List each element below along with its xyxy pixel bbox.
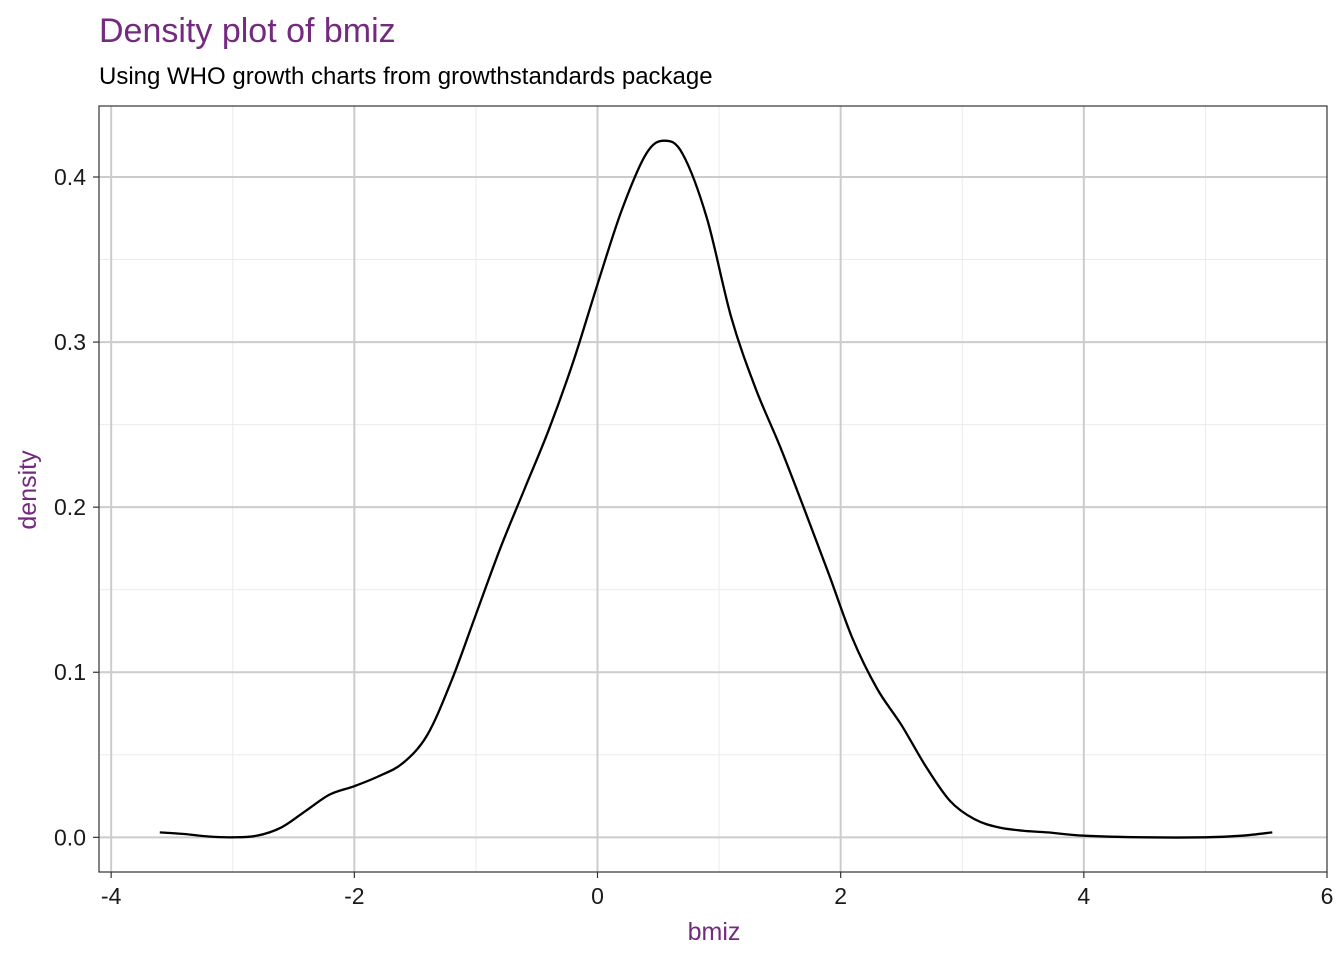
x-tick-label: -2: [344, 883, 364, 909]
y-axis-ticks: 0.0 0.1 0.2 0.3 0.4: [54, 164, 99, 850]
y-tick-label: 0.1: [54, 659, 86, 685]
y-tick-label: 0.0: [54, 824, 86, 850]
y-tick-label: 0.4: [54, 164, 86, 190]
density-curve: [159, 139, 1273, 839]
x-axis-title: bmiz: [688, 918, 741, 946]
x-tick-label: 2: [834, 883, 847, 909]
y-axis-title: density: [14, 450, 42, 530]
x-tick-label: -4: [101, 883, 122, 909]
chart-subtitle: Using WHO growth charts from growthstand…: [99, 63, 713, 90]
x-axis-ticks: -4 -2 0 2 4 6: [101, 872, 1333, 909]
x-tick-label: 6: [1321, 883, 1334, 909]
y-tick-label: 0.3: [54, 329, 86, 355]
x-tick-label: 4: [1077, 883, 1090, 909]
minor-gridlines: [99, 106, 1327, 872]
y-tick-label: 0.2: [54, 494, 86, 520]
major-gridlines: [99, 106, 1327, 872]
panel-border: [98, 105, 1328, 873]
chart-title: Density plot of bmiz: [99, 12, 396, 50]
x-tick-label: 0: [591, 883, 604, 909]
